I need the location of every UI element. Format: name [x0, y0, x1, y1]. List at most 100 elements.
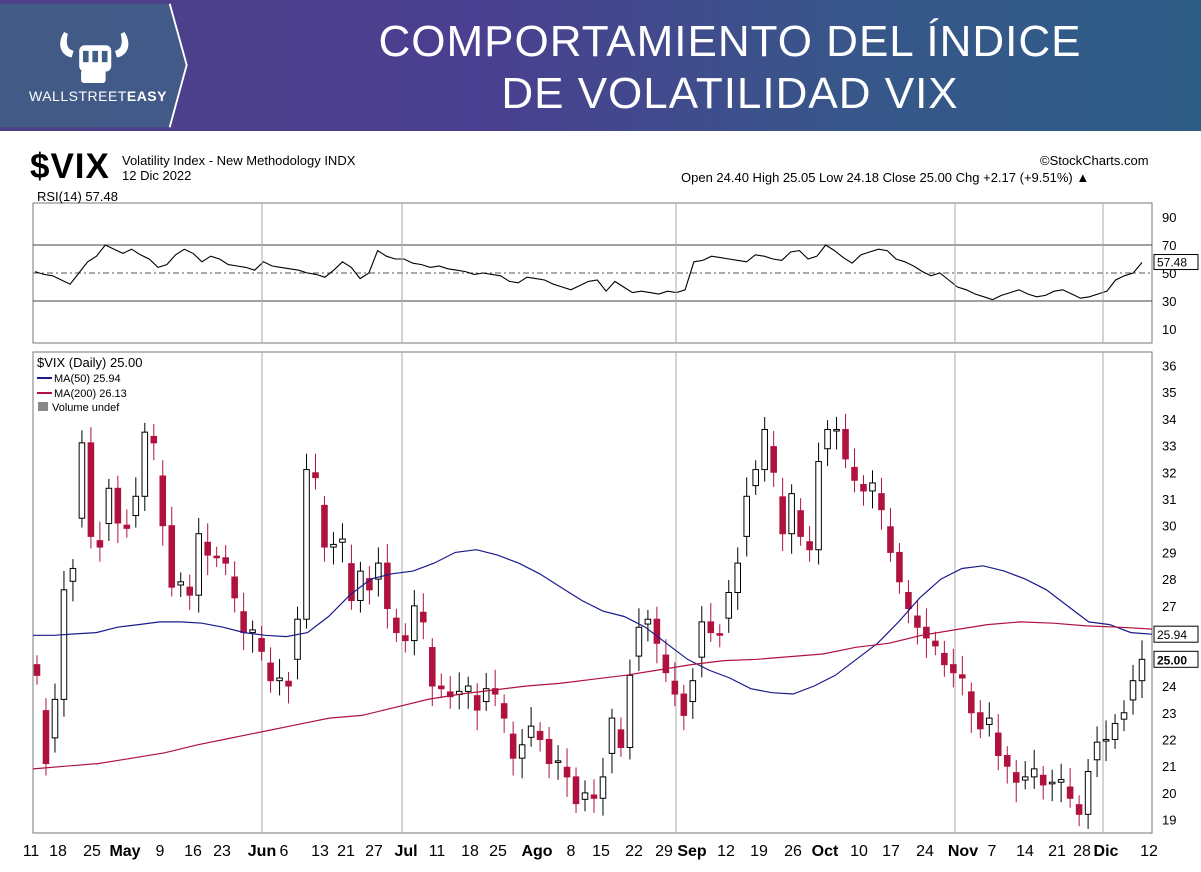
candle — [860, 475, 867, 506]
bull-fist-logo-icon — [60, 32, 129, 83]
candle-body — [725, 592, 733, 619]
x-axis-label: 29 — [655, 843, 673, 860]
candle — [743, 477, 751, 557]
candle — [60, 570, 68, 717]
candle — [482, 672, 490, 711]
candle — [968, 682, 975, 733]
candle-body — [1129, 680, 1137, 701]
x-axis-label: 11 — [429, 843, 446, 860]
candle-body — [626, 674, 634, 748]
candle-body — [96, 540, 104, 548]
candle-body — [42, 710, 50, 765]
candle — [42, 698, 50, 776]
x-axis-label: 17 — [882, 843, 900, 860]
candle-body — [599, 776, 607, 799]
candle-body — [1102, 738, 1110, 742]
candle-body — [833, 428, 840, 432]
candle — [150, 423, 158, 461]
candle-body — [509, 733, 517, 759]
x-axis-label: 25 — [489, 843, 507, 860]
candle-body — [985, 717, 993, 726]
title-banner: WALLSTREETEASY COMPORTAMIENTO DEL ÍNDICE… — [0, 0, 1201, 131]
candle — [833, 416, 840, 450]
x-axis-label: 18 — [49, 843, 67, 860]
candle-body — [303, 469, 310, 620]
candle-body — [905, 592, 912, 610]
candle — [1021, 761, 1029, 790]
x-axis-label: 21 — [337, 843, 355, 860]
candle-body — [743, 495, 751, 537]
candle — [671, 662, 679, 707]
rsi-tick-label: 90 — [1162, 210, 1176, 225]
candle — [815, 442, 822, 565]
price-tick-label: 35 — [1162, 385, 1176, 400]
candle — [303, 453, 310, 629]
candle — [626, 659, 634, 760]
candle-body — [851, 466, 858, 481]
candle-body — [635, 626, 643, 657]
candle — [806, 525, 813, 562]
candle — [563, 748, 571, 797]
candle — [959, 655, 966, 696]
candle-body — [1003, 755, 1011, 767]
ma50-line — [33, 549, 1153, 695]
candle-body — [1120, 712, 1128, 720]
candle-body — [1084, 771, 1092, 815]
candle — [1057, 763, 1065, 803]
price-legend-label: $VIX (Daily) 25.00 — [37, 355, 143, 370]
price-tick-label: 27 — [1162, 599, 1176, 614]
candle — [797, 498, 804, 546]
candle-body — [752, 469, 759, 487]
candle-body — [1048, 781, 1056, 785]
price-tick-label: 32 — [1162, 465, 1176, 480]
candle-body — [662, 654, 670, 674]
candle-body — [258, 637, 265, 652]
candle-body — [968, 691, 975, 714]
candle — [941, 640, 948, 677]
candle-body — [950, 664, 957, 674]
candle — [977, 700, 984, 739]
x-axis-label: Dic — [1094, 843, 1119, 860]
candle — [402, 623, 409, 653]
candle-body — [590, 794, 598, 799]
candle — [689, 668, 697, 719]
candle-body — [617, 729, 625, 748]
candle — [186, 574, 194, 610]
candle — [330, 531, 337, 565]
candle — [707, 602, 715, 642]
x-axis-label: 21 — [1048, 843, 1066, 860]
candle-body — [698, 621, 706, 658]
rsi-last-value-box — [1153, 254, 1199, 271]
candle — [428, 638, 436, 707]
x-axis-label: 7 — [988, 843, 997, 860]
x-axis-label: 24 — [916, 843, 934, 860]
candle-body — [231, 576, 238, 599]
candle-body — [150, 435, 158, 444]
price-panel-frame — [32, 351, 1153, 834]
close-last-value: 25.00 — [1157, 653, 1187, 667]
x-axis-label: Oct — [812, 843, 839, 860]
close-last-value-box — [1153, 650, 1199, 668]
ohlc-summary: Open 24.40 High 25.05 Low 24.18 Close 25… — [681, 170, 1090, 185]
x-axis-label: 18 — [461, 843, 479, 860]
candle — [590, 779, 598, 813]
candle-body — [375, 562, 382, 580]
candle-body — [1021, 776, 1029, 781]
candle — [114, 475, 122, 544]
candle — [375, 547, 382, 597]
candle — [96, 521, 104, 562]
x-axis-label: Jul — [394, 843, 417, 860]
x-axis-label: 12 — [1140, 843, 1158, 860]
candle — [761, 416, 768, 482]
candle — [554, 745, 562, 780]
x-axis-label: 25 — [83, 843, 101, 860]
candle — [240, 592, 247, 650]
candle — [213, 546, 220, 568]
ma200-legend-label: MA(200) 26.13 — [54, 388, 127, 400]
banner-title-line-1: COMPORTAMIENTO DEL ÍNDICE — [378, 17, 1082, 66]
candle-body — [923, 626, 930, 639]
candle-body — [240, 611, 247, 634]
candle — [222, 545, 229, 576]
candle-body — [33, 664, 41, 676]
candle — [653, 606, 661, 664]
